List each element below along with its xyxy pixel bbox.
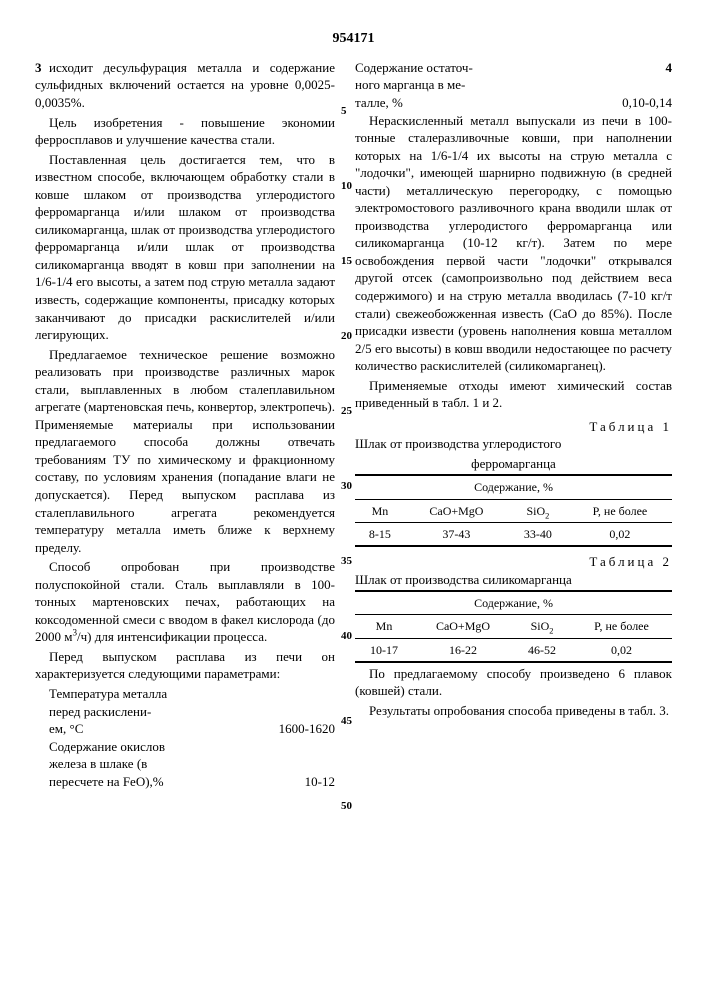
- para-desulf: исходит десульфурация металла и содержан…: [35, 59, 335, 112]
- para-result2: Результаты опробования способа приведены…: [355, 702, 672, 720]
- line-marker-45: 45: [341, 714, 352, 729]
- left-column: 3 исходит десульфурация металла и содерж…: [35, 59, 335, 790]
- t1-mn: 8-15: [355, 522, 405, 546]
- param-temp-l1: Температура металла: [35, 685, 335, 703]
- line-marker-25: 25: [341, 404, 352, 419]
- t1-h-sio: SiO2: [508, 499, 568, 522]
- param-mn-l3: талле, % 0,10-0,14: [355, 94, 672, 112]
- line-marker-30: 30: [341, 479, 352, 494]
- document-number: 954171: [35, 30, 672, 49]
- t2-p: 0,02: [571, 638, 672, 662]
- t2-h-sio: SiO2: [513, 615, 571, 638]
- param-feo-l3: пересчете на FeO),% 10-12: [35, 773, 335, 791]
- t2-h-p: P, не более: [571, 615, 672, 638]
- line-marker-10: 10: [341, 179, 352, 194]
- para-goal: Цель изобретения - повышение экономии фе…: [35, 114, 335, 149]
- table2-content-header: Содержание, %: [355, 591, 672, 615]
- para-method: Поставленная цель достигается тем, что в…: [35, 151, 335, 344]
- t1-p: 0,02: [568, 522, 672, 546]
- table2: Содержание, % Mn CaO+MgO SiO2 P, не боле…: [355, 590, 672, 663]
- line-marker-15: 15: [341, 254, 352, 269]
- page-number-right: 4: [666, 59, 673, 77]
- line-marker-35: 35: [341, 554, 352, 569]
- t2-cao: 16-22: [413, 638, 513, 662]
- line-marker-5: 5: [341, 104, 347, 119]
- para-test: Способ опробован при производстве полусп…: [35, 558, 335, 646]
- param-temp-l2: перед раскислени-: [35, 703, 335, 721]
- line-marker-40: 40: [341, 629, 352, 644]
- table2-caption: Таблица 2: [355, 553, 672, 571]
- page-number-left: 3: [35, 59, 42, 77]
- t1-cao: 37-43: [405, 522, 508, 546]
- t2-sio: 46-52: [513, 638, 571, 662]
- right-column: 4 5 10 15 20 25 30 35 40 45 50 Содержани…: [355, 59, 672, 790]
- table1: Содержание, % Mn CaO+MgO SiO2 P, не боле…: [355, 474, 672, 547]
- line-marker-50: 50: [341, 799, 352, 814]
- t1-h-p: P, не более: [568, 499, 672, 522]
- t2-h-mn: Mn: [355, 615, 413, 638]
- para-release: Перед выпуском расплава из печи он харак…: [35, 648, 335, 683]
- t2-h-cao: CaO+MgO: [413, 615, 513, 638]
- table1-subtitle1: Шлак от производства углеродистого: [355, 435, 672, 453]
- param-mn-l1: Содержание остаточ-: [355, 59, 672, 77]
- table1-subtitle2: ферромарганца: [355, 455, 672, 473]
- t1-h-cao: CaO+MgO: [405, 499, 508, 522]
- param-feo-l2: железа в шлаке (в: [35, 755, 335, 773]
- t1-h-mn: Mn: [355, 499, 405, 522]
- para-tech: Предлагаемое техническое решение возможн…: [35, 346, 335, 557]
- param-temp-l3: ем, °C 1600-1620: [35, 720, 335, 738]
- line-marker-20: 20: [341, 329, 352, 344]
- t2-mn: 10-17: [355, 638, 413, 662]
- para-result: По предлагаемому способу произведено 6 п…: [355, 665, 672, 700]
- para-metal: Нераскисленный металл выпускали из печи …: [355, 112, 672, 375]
- table1-caption: Таблица 1: [355, 418, 672, 436]
- table1-content-header: Содержание, %: [355, 475, 672, 499]
- table2-subtitle: Шлак от производства силикомарганца: [355, 571, 672, 589]
- para-waste: Применяемые отходы имеют химический сост…: [355, 377, 672, 412]
- two-column-layout: 3 исходит десульфурация металла и содерж…: [35, 59, 672, 790]
- param-mn-l2: ного марганца в ме-: [355, 76, 672, 94]
- t1-sio: 33-40: [508, 522, 568, 546]
- param-feo-l1: Содержание окислов: [35, 738, 335, 756]
